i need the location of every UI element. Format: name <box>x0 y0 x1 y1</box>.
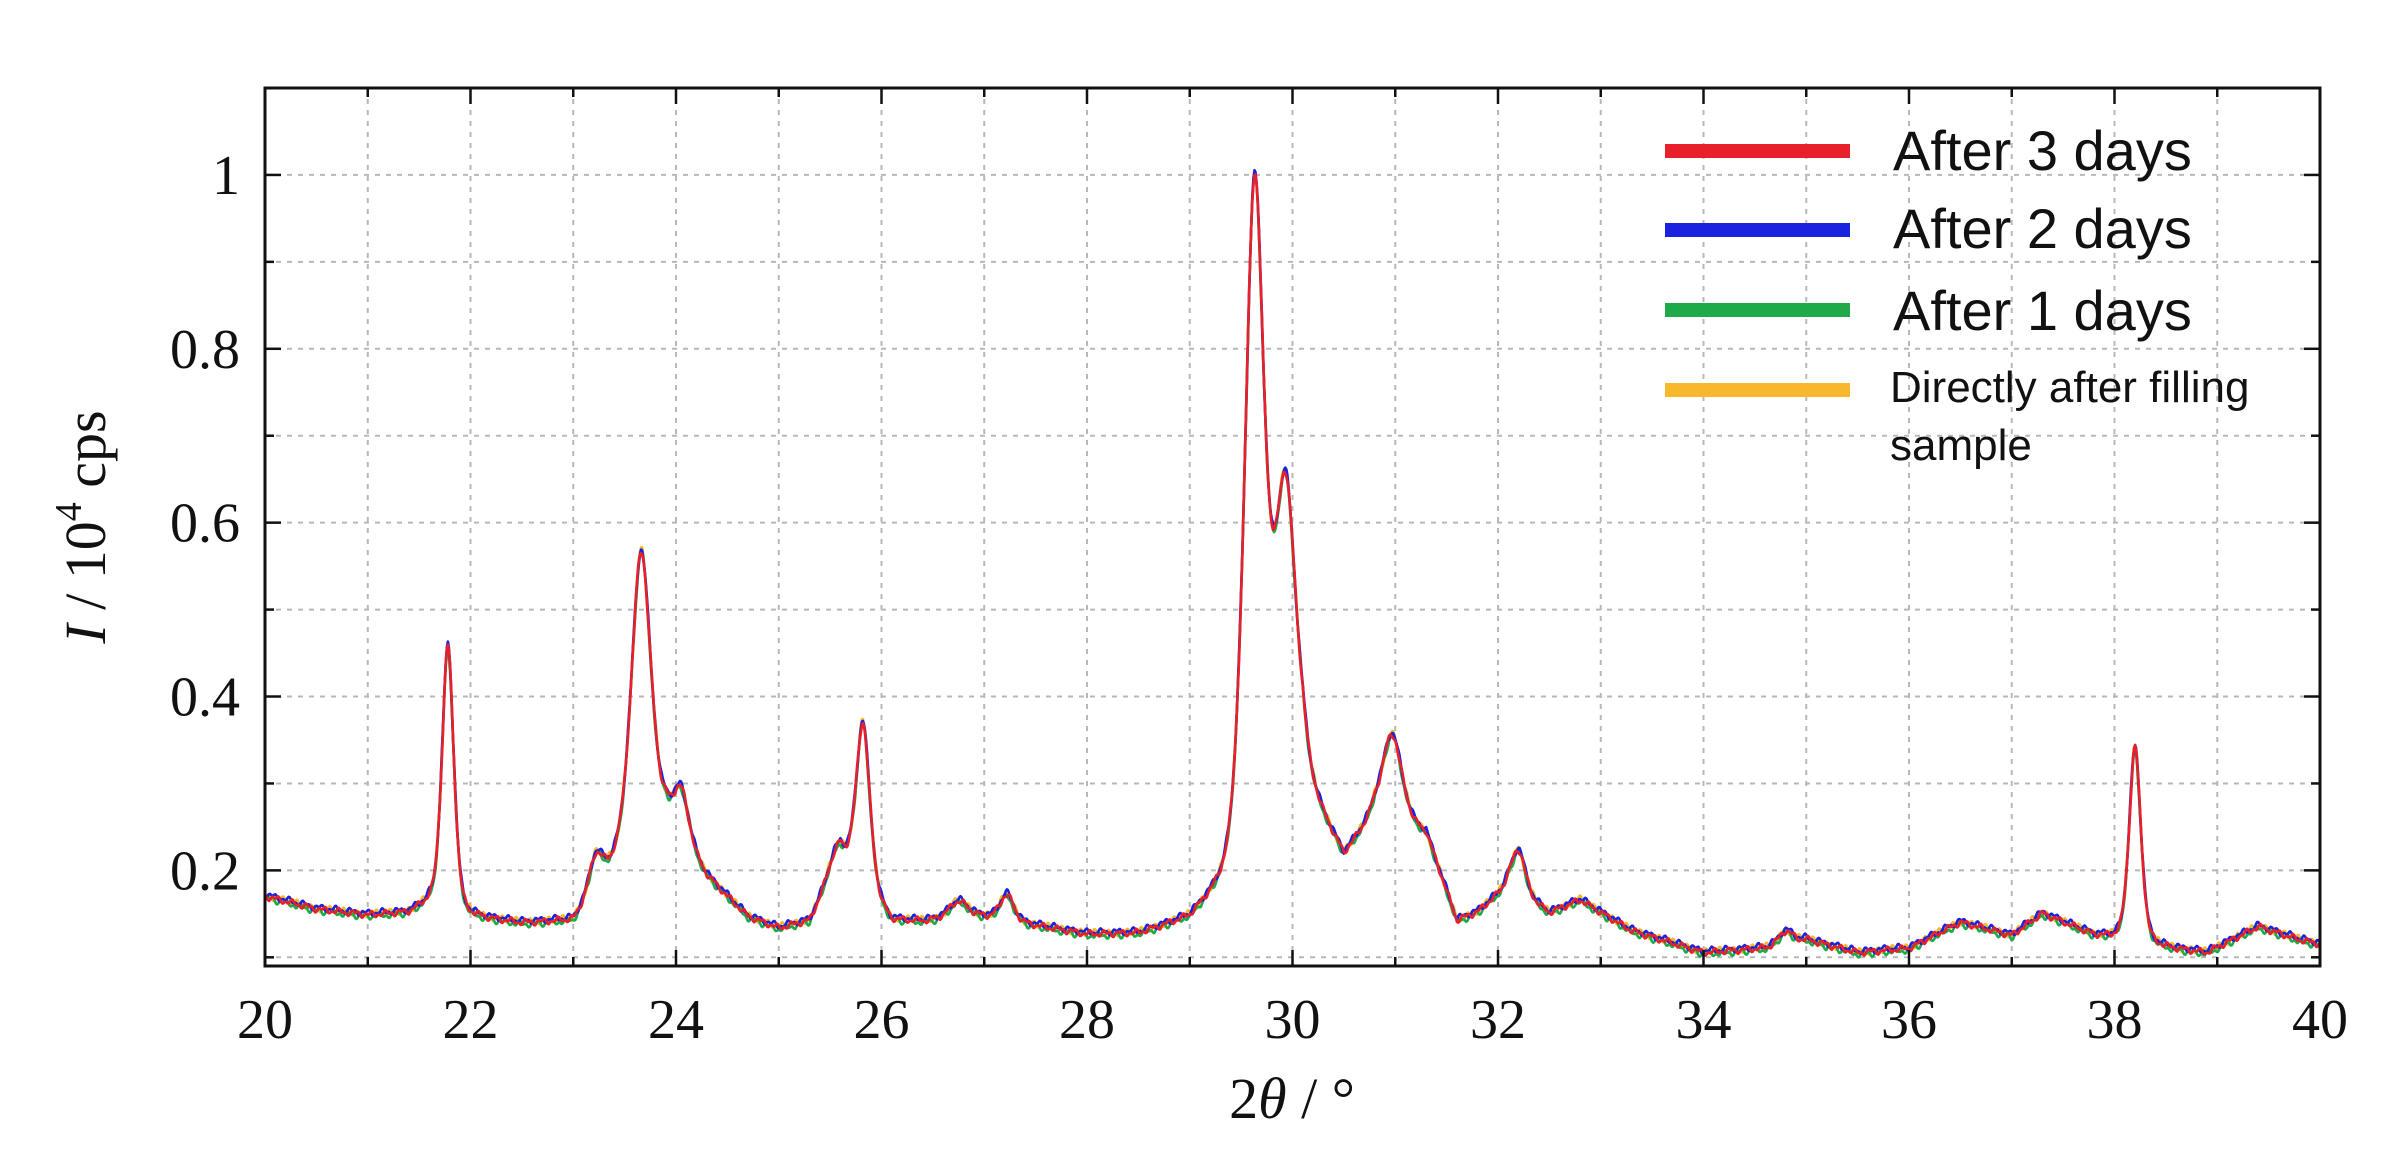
x-axis-title-prefix: 2 <box>1229 1066 1258 1131</box>
x-tick-label-26: 26 <box>854 989 910 1051</box>
legend-label-directly-after-filling-line1: Directly after filling <box>1890 363 2249 412</box>
y-tick-label-1: 1 <box>212 145 240 207</box>
legend-label-after-2-days: After 2 days <box>1893 197 2192 260</box>
y-tick-label-0.6: 0.6 <box>170 493 240 555</box>
series-line-after-3-days <box>264 173 2322 957</box>
x-axis-title-symbol: θ <box>1258 1066 1287 1131</box>
legend-label-after-1-days: After 1 days <box>1893 279 2192 342</box>
x-tick-label-34: 34 <box>1676 989 1732 1051</box>
x-tick-label-22: 22 <box>443 989 499 1051</box>
y-axis-title-exponent: 4 <box>48 502 90 521</box>
x-axis-title: 2θ / ° <box>1229 1066 1355 1131</box>
x-tick-label-32: 32 <box>1470 989 1526 1051</box>
y-tick-label-0.8: 0.8 <box>170 319 240 381</box>
x-tick-labels: 20 22 24 26 28 30 32 34 36 38 40 <box>237 989 2348 1051</box>
y-tick-label-0.2: 0.2 <box>170 840 240 902</box>
y-axis-title-mid: / 10 <box>53 521 118 624</box>
legend-label-directly-after-filling-line2: sample <box>1890 421 2032 470</box>
y-tick-label-0.4: 0.4 <box>170 667 240 729</box>
y-axis-title: I / 104 cps <box>48 410 118 644</box>
x-tick-label-36: 36 <box>1881 989 1937 1051</box>
y-axis-title-unit: cps <box>53 410 118 502</box>
ticks <box>263 88 2322 966</box>
legend: After 3 days After 2 days After 1 days D… <box>1665 119 2249 470</box>
legend-label-after-3-days: After 3 days <box>1893 119 2192 182</box>
x-axis-title-suffix: / ° <box>1287 1066 1355 1131</box>
x-tick-label-30: 30 <box>1265 989 1321 1051</box>
x-tick-label-28: 28 <box>1059 989 1115 1051</box>
y-tick-labels: 0.2 0.4 0.6 0.8 1 <box>170 145 240 902</box>
x-tick-label-38: 38 <box>2087 989 2143 1051</box>
x-tick-label-40: 40 <box>2292 989 2348 1051</box>
x-tick-label-20: 20 <box>237 989 293 1051</box>
y-axis-title-symbol: I <box>53 622 118 645</box>
series-lines <box>263 168 2322 959</box>
x-tick-label-24: 24 <box>648 989 704 1051</box>
